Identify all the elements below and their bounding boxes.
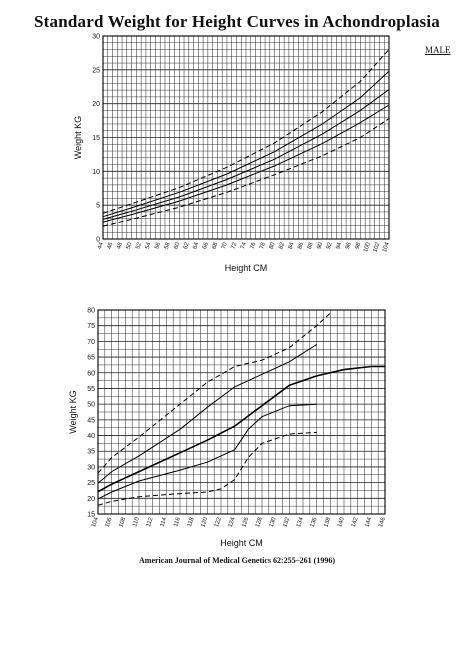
x-tick-label: 60 — [173, 241, 181, 250]
x-tick-label: 96 — [345, 241, 353, 250]
y-tick-label: 70 — [87, 339, 95, 346]
x-tick-label: 50 — [126, 241, 134, 250]
x-tick-label: 98 — [355, 241, 363, 250]
x-tick-label: 138 — [323, 516, 332, 528]
x-tick-label: 134 — [296, 516, 305, 528]
x-tick-label: 68 — [212, 241, 220, 250]
x-tick-label: 44 — [97, 241, 105, 250]
x-tick-label: 70 — [221, 241, 229, 250]
y-tick-label: 50 — [87, 402, 95, 409]
chart-grid — [97, 309, 386, 515]
percentile-curve-solid — [102, 104, 390, 223]
x-tick-label: 118 — [187, 516, 196, 528]
y-tick-label: 25 — [92, 67, 100, 74]
x-tick-label: 102 — [373, 241, 382, 253]
x-tick-label: 86 — [297, 241, 305, 250]
y-tick-label: 15 — [87, 512, 95, 519]
citation: American Journal of Medical Genetics 62:… — [139, 556, 335, 565]
x-tick-label: 82 — [278, 241, 286, 250]
percentile-curve-solid — [97, 344, 317, 484]
x-tick-label: 106 — [105, 516, 114, 528]
x-tick-label: 92 — [326, 241, 334, 250]
y-axis-label: Weight KG — [68, 390, 78, 433]
x-tick-label: 88 — [307, 241, 315, 250]
x-tick-label: 110 — [132, 516, 141, 528]
x-tick-label: 136 — [310, 516, 319, 528]
y-tick-label: 65 — [87, 355, 95, 362]
percentile-curve-solid — [102, 70, 390, 218]
x-tick-label: 54 — [145, 241, 153, 250]
percentile-curve-solid-bold — [97, 365, 385, 493]
x-tick-label: 112 — [146, 516, 155, 528]
x-tick-label: 78 — [259, 241, 267, 250]
x-tick-label: 84 — [288, 241, 296, 250]
x-axis-label: Height CM — [220, 538, 263, 548]
x-tick-label: 76 — [250, 241, 258, 250]
y-tick-label: 45 — [87, 417, 95, 424]
x-tick-label: 104 — [382, 241, 391, 253]
x-tick-label: 146 — [378, 516, 387, 528]
chart-grid — [102, 35, 390, 240]
percentile-curve-dashed — [97, 431, 317, 506]
percentile-curve-solid — [102, 89, 390, 220]
x-tick-label: 108 — [118, 516, 127, 528]
x-tick-label: 100 — [363, 241, 372, 253]
x-tick-label: 48 — [116, 241, 124, 250]
y-tick-label: 15 — [92, 135, 100, 142]
x-tick-label: 56 — [154, 241, 162, 250]
y-tick-label: 80 — [87, 308, 95, 315]
y-tick-label: 5 — [96, 203, 100, 210]
weight-height-chart-child: 15 20 25 30 35 40 45 50 55 60 65 70 75 80 104 106 108 110… — [68, 308, 387, 549]
x-tick-label: 46 — [107, 241, 115, 250]
x-tick-label: 64 — [192, 241, 200, 250]
percentile-curve-dashed — [102, 118, 390, 227]
x-tick-label: 128 — [255, 516, 264, 528]
percentile-curve-dashed — [97, 312, 331, 474]
x-tick-label: 126 — [241, 516, 250, 528]
y-tick-label: 40 — [87, 433, 95, 440]
plot-frame — [97, 309, 386, 515]
x-tick-label: 66 — [202, 241, 210, 250]
y-tick-label: 30 — [92, 34, 100, 41]
y-tick-label: 35 — [87, 449, 95, 456]
x-tick-label: 72 — [231, 241, 239, 250]
y-tick-label: 55 — [87, 386, 95, 393]
page-title: Standard Weight for Height Curves in Ach… — [34, 12, 440, 31]
x-tick-label: 122 — [214, 516, 223, 528]
x-tick-label: 52 — [135, 241, 143, 250]
weight-height-chart-infant: 0 5 10 15 20 25 30 44 46 48 50 52 54 56 58 60 62 64 66 68 70… — [73, 34, 391, 274]
sex-label: MALE — [425, 45, 451, 55]
y-axis-label: Weight KG — [73, 116, 83, 159]
x-tick-label: 130 — [269, 516, 278, 528]
x-tick-label: 120 — [200, 516, 209, 528]
x-tick-label: 104 — [91, 516, 100, 528]
x-tick-label: 90 — [316, 241, 324, 250]
percentile-curve-dashed — [102, 49, 390, 214]
x-tick-label: 74 — [240, 241, 248, 250]
y-tick-label: 0 — [96, 237, 100, 244]
y-tick-label: 30 — [87, 464, 95, 471]
x-tick-label: 58 — [164, 241, 172, 250]
x-tick-label: 124 — [228, 516, 237, 528]
x-axis-label: Height CM — [225, 263, 268, 273]
x-tick-label: 94 — [335, 241, 343, 250]
x-tick-label: 142 — [351, 516, 360, 528]
x-tick-label: 116 — [173, 516, 182, 528]
plot-frame — [102, 35, 390, 240]
x-tick-label: 62 — [183, 241, 191, 250]
y-tick-label: 25 — [87, 480, 95, 487]
x-tick-label: 80 — [269, 241, 277, 250]
x-tick-label: 144 — [364, 516, 373, 528]
x-tick-label: 114 — [160, 516, 169, 528]
percentile-curve-solid — [97, 403, 317, 500]
y-tick-label: 60 — [87, 370, 95, 377]
y-tick-label: 75 — [87, 323, 95, 330]
y-tick-label: 20 — [87, 496, 95, 503]
y-tick-label: 20 — [92, 101, 100, 108]
x-tick-label: 140 — [337, 516, 346, 528]
x-tick-label: 132 — [282, 516, 291, 528]
y-tick-label: 10 — [92, 169, 100, 176]
